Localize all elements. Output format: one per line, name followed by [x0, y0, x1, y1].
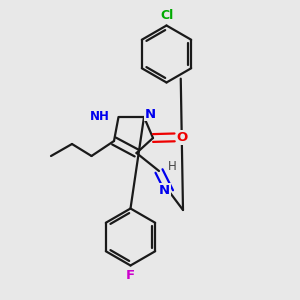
- Text: O: O: [176, 131, 188, 144]
- Text: F: F: [126, 268, 135, 282]
- Text: Cl: Cl: [160, 9, 173, 22]
- Text: N: N: [145, 107, 156, 121]
- Text: NH: NH: [90, 110, 110, 123]
- Text: H: H: [168, 160, 177, 173]
- Text: N: N: [158, 184, 170, 197]
